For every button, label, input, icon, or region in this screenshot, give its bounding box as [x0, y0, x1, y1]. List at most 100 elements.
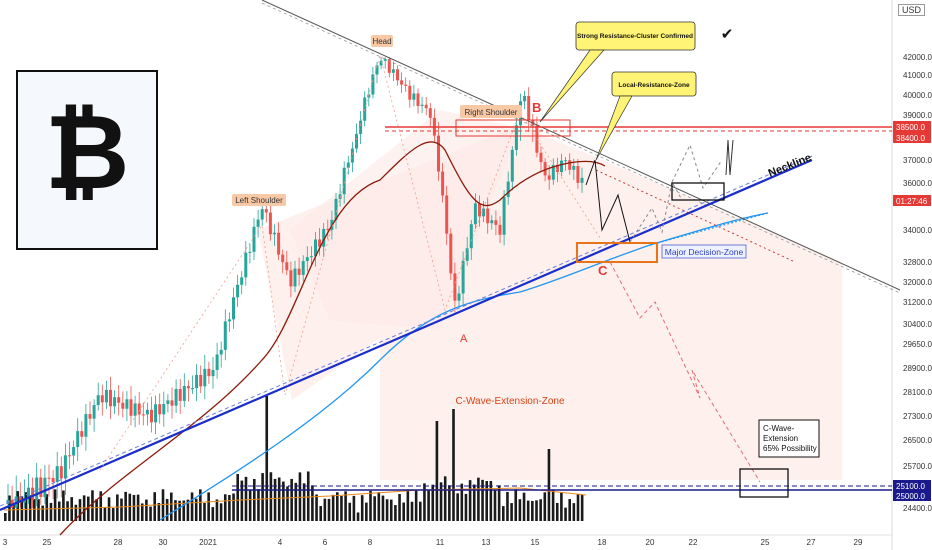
price-tag-bg: [893, 132, 931, 143]
x-tick-label: 20: [646, 538, 655, 547]
candle-body: [150, 409, 153, 423]
projection-path-down: [585, 159, 631, 243]
candle-body: [162, 403, 166, 415]
volume-bar: [257, 489, 260, 521]
y-tick-label: 31200.0: [903, 298, 932, 307]
volume-bar: [502, 506, 505, 521]
volume-bar: [452, 409, 455, 521]
candle-body: [154, 404, 158, 423]
neckline-dashed: [0, 155, 813, 507]
y-tick-label: 32000.0: [903, 278, 932, 287]
candle-body: [547, 175, 551, 180]
candle-body: [248, 251, 252, 253]
volume-bar: [253, 478, 256, 521]
volume-bar: [394, 505, 397, 521]
candle-body: [39, 477, 43, 497]
volume-bar: [219, 503, 223, 521]
bitcoin-icon: ₿: [44, 91, 130, 213]
candle-body: [273, 232, 276, 235]
volume-bar: [99, 491, 103, 521]
candle-body: [514, 125, 518, 150]
candle-body: [260, 209, 264, 220]
volume-bar: [518, 499, 522, 521]
volume-bar: [157, 503, 161, 521]
volume-bar: [360, 495, 364, 521]
volume-bar: [8, 495, 11, 521]
candle-body: [387, 59, 391, 73]
moving-average-long-projection: [649, 212, 769, 246]
candle-body: [457, 293, 461, 301]
c-wave-extension-zone-label: C-Wave-Extension-Zone: [455, 396, 565, 407]
candle-body: [383, 59, 387, 61]
volume-bar: [572, 503, 576, 521]
volume-bar: [560, 492, 563, 521]
red-dotted-projection: [595, 169, 796, 263]
candle-body: [195, 374, 199, 389]
volume-bar: [91, 490, 94, 521]
volume-bar: [66, 501, 69, 521]
candle-body: [322, 228, 326, 247]
candle-body: [215, 354, 219, 370]
volume-bar: [194, 498, 198, 521]
head-label-bg: [371, 35, 393, 47]
y-tick-label: 25700.0: [903, 462, 932, 471]
candle-body: [158, 404, 162, 415]
candle-body: [170, 400, 174, 406]
x-tick-label: 3: [3, 538, 8, 547]
volume-bar: [311, 485, 314, 521]
x-tick-label: 25: [43, 538, 52, 547]
candle-body: [31, 487, 35, 501]
candle-body: [494, 220, 498, 225]
candle-body: [137, 403, 141, 415]
candle-body: [301, 261, 305, 275]
volume-bar: [16, 491, 20, 521]
candle-body: [63, 455, 67, 479]
candle-body: [502, 196, 506, 235]
candle-body: [396, 69, 399, 81]
candle-body: [441, 171, 445, 196]
volume-bar: [510, 503, 513, 521]
checkmark-icon: ✔: [721, 26, 734, 43]
major-decision-zone-bg: [661, 244, 747, 259]
candle-body: [478, 203, 481, 217]
candle-body: [486, 208, 490, 224]
candle-body: [227, 319, 231, 322]
volume-bar: [564, 507, 567, 521]
candle-body: [125, 399, 129, 409]
volume-bar: [70, 497, 73, 521]
candle-body: [174, 389, 178, 406]
volume-bar: [481, 479, 484, 521]
y-tick-label: 37000.0: [903, 156, 932, 165]
x-tick-label: 27: [807, 538, 816, 547]
candle-body: [350, 148, 354, 163]
volume-bar: [389, 499, 393, 521]
volume-average-line: [3, 487, 587, 511]
candle-body: [186, 386, 190, 389]
candle-body: [408, 85, 412, 100]
candle-body: [400, 80, 404, 85]
x-tick-label: 6: [323, 538, 328, 547]
currency-label[interactable]: USD: [898, 4, 926, 16]
y-tick-label: 30400.0: [903, 320, 932, 329]
volume-bar: [489, 480, 493, 521]
candle-body: [391, 69, 395, 73]
volume-bar: [506, 491, 509, 521]
candle-body: [55, 466, 59, 483]
volume-bar: [377, 492, 381, 521]
volume-bar: [57, 501, 61, 521]
volume-bar: [315, 494, 318, 521]
volume-bar: [248, 490, 252, 521]
candle-body: [84, 414, 88, 437]
volume-bar: [352, 495, 356, 521]
volume-bar: [120, 498, 123, 521]
callout-local-box: [611, 71, 697, 97]
volume-bar: [140, 503, 144, 521]
volume-bar: [24, 492, 28, 521]
candle-body: [240, 277, 244, 285]
volume-bar: [493, 489, 497, 521]
candle-body: [527, 95, 531, 121]
y-tick-label: 26500.0: [903, 436, 932, 445]
volume-bar: [37, 499, 40, 521]
volume-bar: [344, 491, 347, 521]
